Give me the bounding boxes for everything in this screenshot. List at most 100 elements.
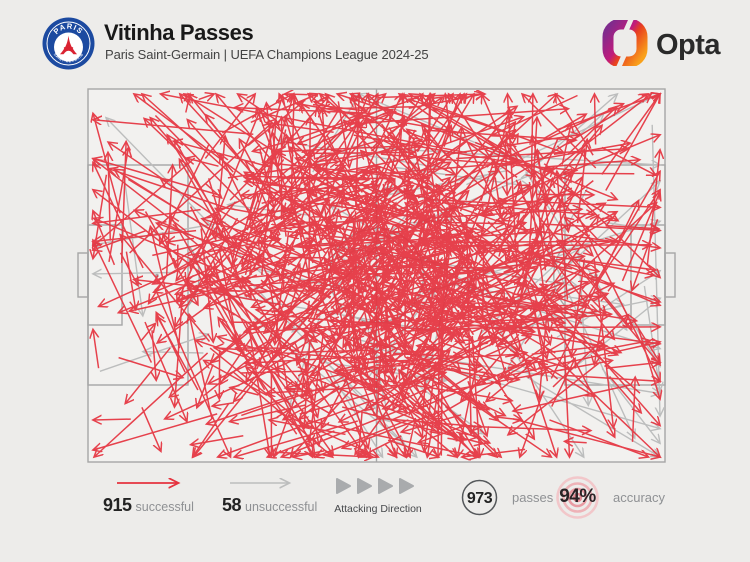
pass-arrow xyxy=(322,108,333,234)
pass-arrow xyxy=(109,169,228,209)
psg-crest-icon: PARIS SAINT-GERMAIN xyxy=(42,17,95,70)
pass-arrow xyxy=(389,203,430,234)
pass-arrow xyxy=(321,107,422,109)
pass-arrow xyxy=(348,109,568,125)
pass-arrow xyxy=(260,279,313,333)
pass-arrow xyxy=(637,325,660,399)
pass-arrow xyxy=(356,251,406,374)
pass-arrow xyxy=(582,289,606,314)
pass-arrow xyxy=(281,405,412,457)
pass-arrow xyxy=(593,258,613,427)
pass-arrow xyxy=(301,179,317,197)
unsuccessful-stat: 58 unsuccessful xyxy=(222,495,317,516)
pass-arrow xyxy=(521,196,631,329)
pass-arrow xyxy=(410,209,582,220)
pass-arrow xyxy=(196,340,245,358)
pass-arrow xyxy=(444,405,497,457)
accuracy-label: accuracy xyxy=(613,490,666,505)
pass-arrow xyxy=(432,203,606,306)
pass-arrow xyxy=(383,381,442,408)
pass-arrow xyxy=(351,94,514,162)
pass-arrow xyxy=(506,134,557,214)
pass-arrow xyxy=(485,336,531,357)
pass-arrow xyxy=(142,94,239,181)
pass-arrow xyxy=(417,346,451,353)
pass-arrow xyxy=(186,248,201,282)
passes-stat: 973 passes xyxy=(461,479,553,516)
passes-label: passes xyxy=(512,490,554,505)
pass-arrow xyxy=(471,336,480,457)
pass-arrow xyxy=(349,249,373,280)
pass-arrow xyxy=(189,315,213,420)
accuracy-stat: 94% accuracy xyxy=(555,475,665,520)
pass-arrow xyxy=(93,413,218,450)
pass-arrow xyxy=(532,356,570,368)
pass-arrow xyxy=(491,417,522,420)
pass-arrow xyxy=(413,350,450,387)
pass-arrow xyxy=(382,124,406,132)
pass-arrow xyxy=(165,328,362,419)
pass-arrow xyxy=(601,94,660,175)
pass-arrow xyxy=(149,273,169,303)
pass-arrow xyxy=(152,330,156,380)
pass-arrow xyxy=(161,168,326,271)
pass-arrow xyxy=(374,349,375,386)
pass-arrow xyxy=(550,201,638,379)
pass-arrow xyxy=(339,345,377,354)
pass-arrow xyxy=(93,240,153,363)
pass-arrow xyxy=(212,403,235,406)
pass-arrow xyxy=(262,112,391,244)
pass-arrow xyxy=(308,94,320,104)
pass-arrow xyxy=(557,171,569,300)
pass-arrow xyxy=(93,190,208,279)
pass-arrow xyxy=(551,359,575,407)
pass-arrow xyxy=(283,379,356,420)
pass-arrow xyxy=(118,356,183,378)
opta-wordmark: Opta xyxy=(656,29,721,61)
pass-arrow xyxy=(567,107,617,156)
pass-arrow xyxy=(505,140,507,195)
goal-right xyxy=(664,252,676,298)
pass-arrow xyxy=(578,259,655,276)
pass-arrow xyxy=(633,377,636,442)
pass-arrow xyxy=(218,399,374,457)
pass-arrow xyxy=(187,120,234,173)
pass-arrow xyxy=(514,282,598,311)
svg-text:PARIS: PARIS xyxy=(52,22,86,37)
pass-arrow xyxy=(250,94,318,123)
pass-arrow xyxy=(429,94,431,144)
pass-arrow xyxy=(360,371,439,433)
pass-arrow xyxy=(254,97,328,179)
pass-arrow xyxy=(203,248,386,396)
pass-arrow xyxy=(550,321,621,352)
pass-arrow xyxy=(564,374,660,381)
pass-arrow xyxy=(429,308,476,324)
pass-arrow xyxy=(278,129,287,168)
pass-arrow xyxy=(408,371,501,457)
successful-count: 915 xyxy=(103,495,132,515)
pass-arrow xyxy=(480,160,494,201)
pass-arrow xyxy=(298,109,382,144)
pass-arrow xyxy=(260,312,436,331)
pass-arrow xyxy=(343,209,427,348)
pass-arrow xyxy=(248,330,270,456)
pass-arrow xyxy=(380,295,533,330)
pass-arrow xyxy=(204,361,268,397)
pass-arrow xyxy=(322,323,392,339)
pass-arrow xyxy=(287,389,330,414)
pass-arrow xyxy=(204,182,221,198)
pass-arrow xyxy=(234,420,359,457)
pass-arrow xyxy=(208,334,310,384)
pass-arrow xyxy=(515,278,599,323)
pass-arrow xyxy=(150,227,181,349)
pass-arrow xyxy=(407,129,438,155)
pass-arrow xyxy=(245,172,345,231)
goal-left xyxy=(77,252,89,298)
pass-arrow xyxy=(220,337,252,384)
pass-arrow xyxy=(380,153,577,170)
pass-arrow xyxy=(144,211,198,305)
pass-arrow xyxy=(449,94,506,180)
pass-arrow xyxy=(114,169,234,245)
pass-arrow xyxy=(357,110,397,127)
